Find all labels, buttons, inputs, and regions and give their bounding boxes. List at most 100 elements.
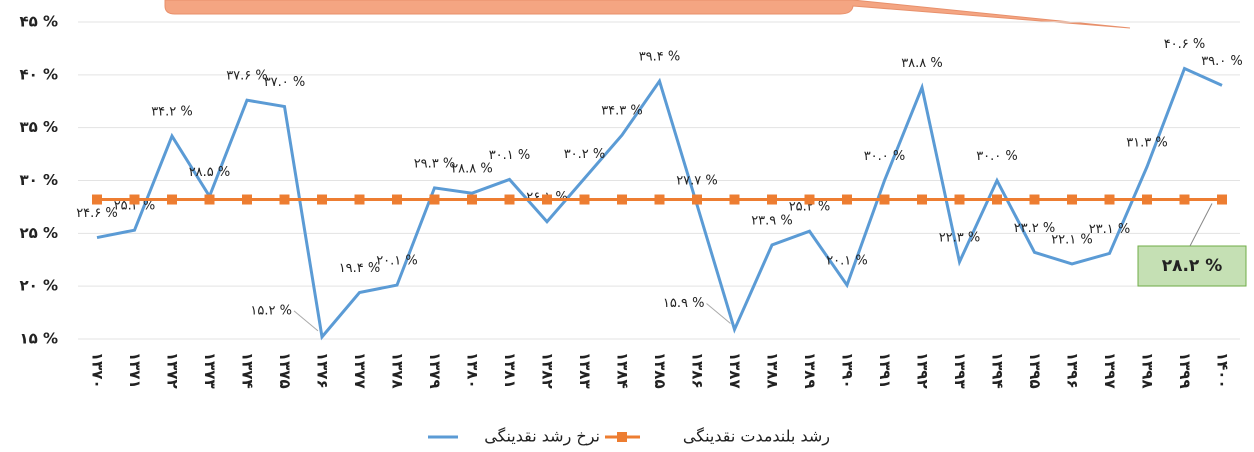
y-tick-label: ۲۰ % [19, 277, 58, 295]
x-tick-label: ۱۳۹۷ [1101, 352, 1119, 389]
callout [164, 0, 1131, 29]
point-marker [92, 194, 102, 205]
point-marker [579, 194, 590, 205]
point-marker [842, 194, 852, 205]
data-label: ۲۷.۷ % [676, 173, 718, 188]
data-label: ۲۰.۱ % [376, 254, 418, 269]
point-marker [1142, 194, 1152, 205]
x-tick-label: ۱۳۸۸ [764, 352, 782, 389]
legend-label: نرخ رشد نقدینگی [484, 427, 600, 447]
x-tick-label: ۱۳۹۹ [1176, 352, 1194, 389]
data-label: ۳۰.۱ % [489, 148, 531, 163]
point-marker [467, 194, 477, 205]
x-tick-label: ۱۳۷۱ [126, 352, 144, 389]
x-tick-label: ۱۳۹۶ [1064, 352, 1082, 389]
x-tick-label: ۱۳۷۵ [276, 352, 294, 389]
y-tick-label: ۳۵ % [19, 118, 58, 136]
point-marker [354, 194, 365, 205]
data-label: ۳۷.۶ % [226, 69, 268, 84]
point-marker [1067, 194, 1077, 205]
y-tick-label: ۴۵ % [19, 13, 58, 31]
point-marker [692, 194, 702, 205]
x-tick-label: ۱۳۸۳ [576, 352, 594, 389]
legend-swatch [617, 432, 627, 442]
leader-line [706, 303, 731, 324]
data-label: ۳۰.۲ % [564, 147, 606, 162]
data-label: ۲۳.۹ % [751, 213, 793, 228]
x-tick-label: ۱۳۹۲ [914, 352, 932, 389]
point-marker [1217, 194, 1227, 205]
point-marker [1029, 194, 1040, 205]
x-tick-label: ۱۳۷۲ [164, 352, 182, 389]
data-label: ۳۰.۰ % [864, 149, 906, 164]
point-marker [392, 194, 402, 205]
data-label: ۲۲.۱ % [1051, 232, 1093, 247]
x-tick-label: ۱۳۸۹ [801, 352, 819, 389]
data-label: ۲۵.۳ % [114, 199, 156, 214]
data-label: ۱۵.۹ % [663, 296, 705, 311]
point-marker [992, 194, 1002, 205]
data-label: ۴۰.۶ % [1164, 37, 1206, 52]
data-label: ۳۷.۰ % [264, 75, 306, 90]
x-tick-label: ۱۳۹۱ [876, 352, 894, 389]
y-tick-label: ۱۵ % [19, 330, 58, 348]
point-marker [954, 194, 965, 205]
x-tick-label: ۱۳۹۳ [951, 352, 969, 389]
data-label: ۲۴.۶ % [76, 206, 118, 221]
point-marker [504, 194, 515, 205]
point-marker [1179, 194, 1190, 205]
x-tick-label: ۱۳۸۶ [689, 352, 707, 389]
point-marker [429, 194, 440, 205]
point-marker [804, 194, 815, 205]
x-tick-label: ۱۳۷۷ [351, 352, 369, 389]
point-marker [317, 194, 327, 205]
x-tick-label: ۱۳۷۶ [314, 352, 332, 389]
data-label: ۲۵.۲ % [789, 200, 831, 215]
leader-line [1189, 203, 1213, 247]
data-label: ۲۹.۳ % [414, 156, 456, 171]
data-label: ۳۹.۰ % [1201, 54, 1243, 69]
point-marker [917, 194, 927, 205]
point-marker [617, 194, 627, 205]
y-tick-label: ۴۰ % [19, 65, 58, 83]
x-tick-label: ۱۳۸۷ [726, 352, 744, 389]
point-marker [167, 194, 177, 205]
point-marker [767, 194, 777, 205]
x-tick-label: ۱۳۸۲ [539, 352, 557, 389]
data-label: ۳۴.۲ % [151, 105, 193, 120]
data-label: ۳۰.۰ % [976, 149, 1018, 164]
data-label: ۲۰.۱ % [826, 254, 868, 269]
x-tick-label: ۱۳۷۹ [426, 352, 444, 389]
x-tick-label: ۱۳۹۰ [839, 352, 857, 389]
x-tick-label: ۱۳۸۴ [614, 352, 632, 389]
y-tick-label: ۲۵ % [19, 224, 58, 242]
data-label: ۲۲.۳ % [939, 230, 981, 245]
leader-line [293, 310, 319, 332]
label-box [1137, 245, 1247, 287]
point-marker [879, 194, 890, 205]
point-marker [654, 194, 665, 205]
x-tick-label: ۱۳۹۵ [1026, 352, 1044, 389]
x-tick-label: ۱۳۷۰ [89, 352, 107, 389]
x-tick-label: ۱۳۸۱ [501, 352, 519, 389]
x-tick-label: ۱۴۰۰ [1214, 352, 1232, 389]
data-label: ۲۳.۲ % [1014, 221, 1056, 236]
y-tick-label: ۳۰ % [19, 171, 58, 189]
x-tick-label: ۱۳۷۴ [239, 352, 257, 389]
x-tick-label: ۱۳۸۵ [651, 352, 669, 389]
point-marker [729, 194, 740, 205]
data-label: ۲۸.۸ % [451, 162, 493, 177]
x-tick-label: ۱۳۸۰ [464, 352, 482, 389]
point-marker [542, 194, 552, 205]
data-label: ۲۸.۵ % [189, 165, 231, 180]
x-tick-label: ۱۳۹۴ [989, 352, 1007, 389]
x-tick-label: ۱۳۷۳ [201, 352, 219, 389]
data-label: ۳۴.۳ % [601, 104, 643, 119]
data-label: ۳۸.۸ % [901, 56, 943, 71]
legend-label: رشد بلندمدت نقدینگی [683, 427, 830, 447]
data-label: ۱۹.۴ % [339, 261, 381, 276]
point-marker [242, 194, 252, 205]
data-label: ۳۹.۴ % [639, 50, 681, 65]
data-label: ۱۵.۲ % [250, 303, 292, 318]
